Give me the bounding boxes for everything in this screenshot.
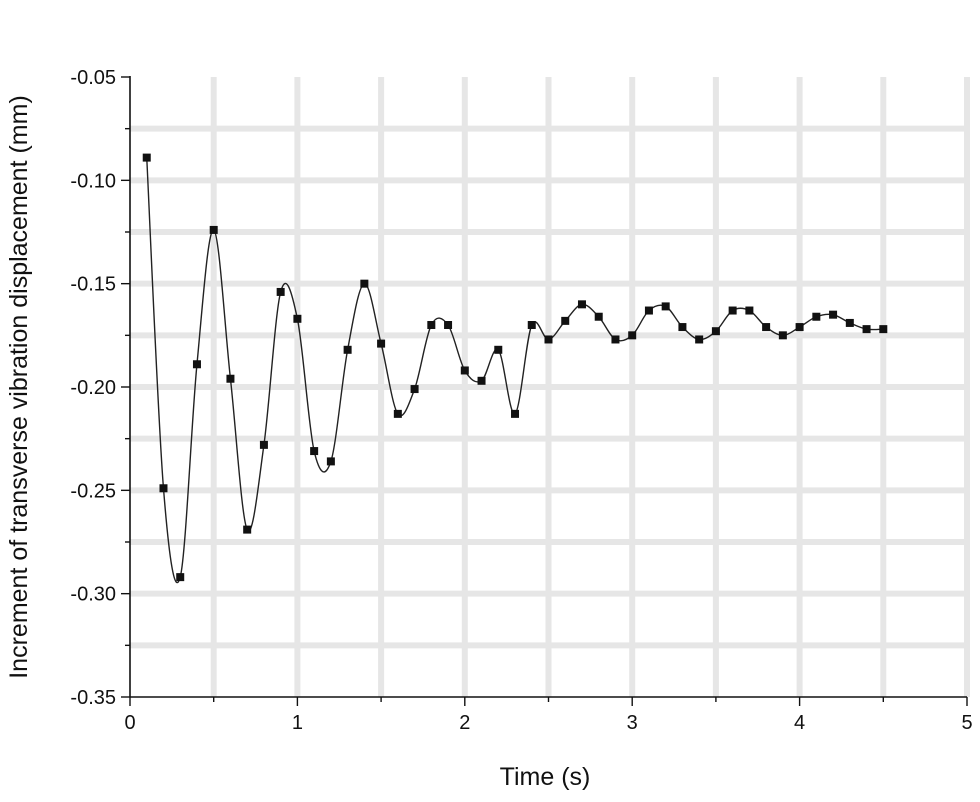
data-point <box>695 335 704 344</box>
data-point <box>561 316 570 325</box>
data-point <box>494 345 503 354</box>
grid <box>130 77 970 697</box>
data-point <box>778 331 787 340</box>
y-tick-label: -0.10 <box>70 170 116 192</box>
data-point <box>444 321 453 329</box>
data-point <box>862 325 871 334</box>
x-tick-label: 3 <box>627 712 638 734</box>
data-point <box>711 327 720 336</box>
data-point <box>192 360 201 369</box>
data-point <box>611 335 620 344</box>
data-point <box>460 366 469 375</box>
data-point <box>226 374 235 383</box>
x-tick-label: 1 <box>292 712 303 734</box>
data-point <box>142 153 151 162</box>
data-point <box>326 457 335 466</box>
y-tick-label: -0.15 <box>70 274 116 296</box>
data-point <box>678 323 687 332</box>
x-tick-label: 2 <box>459 712 470 734</box>
data-point <box>209 225 218 234</box>
data-point <box>243 525 252 534</box>
y-tick-label: -0.20 <box>70 377 116 399</box>
y-tick-label: -0.35 <box>70 687 116 709</box>
data-markers <box>142 153 888 582</box>
data-point <box>511 409 520 418</box>
data-point <box>879 325 888 334</box>
series-curve <box>146 157 884 584</box>
axes <box>121 76 968 706</box>
data-point <box>276 287 285 296</box>
data-point <box>577 300 586 309</box>
data-point <box>377 339 386 348</box>
data-point <box>293 314 302 323</box>
data-point <box>343 345 352 354</box>
y-tick-label: -0.30 <box>70 584 116 606</box>
data-point <box>728 306 737 315</box>
data-point <box>644 306 653 315</box>
data-point <box>845 318 854 327</box>
data-point <box>628 331 637 340</box>
data-point <box>176 573 185 582</box>
x-tick-label: 4 <box>794 712 805 734</box>
data-point <box>310 447 319 456</box>
y-tick-label: -0.25 <box>70 480 116 502</box>
data-point <box>544 335 553 344</box>
data-point <box>527 321 536 329</box>
data-point <box>829 310 838 319</box>
data-point <box>159 484 168 493</box>
tick-labels: 0 1 2 3 4 5 -0.35 -0.30 -0.25 -0.20 -0.15 -0.10 -0.0… <box>70 67 972 734</box>
data-point <box>477 376 486 385</box>
x-axis-title: Time (s) <box>500 763 591 791</box>
data-point <box>427 321 436 329</box>
data-point <box>360 279 369 288</box>
data-point <box>762 323 771 332</box>
data-point <box>259 440 268 449</box>
data-point <box>745 306 754 315</box>
data-point <box>661 302 670 311</box>
x-tick-label: 5 <box>961 712 972 734</box>
data-point <box>795 323 804 332</box>
x-tick-label: 0 <box>124 712 135 734</box>
y-axis-title: Increment of transverse vibration displa… <box>5 95 33 679</box>
y-tick-label: -0.05 <box>70 67 116 89</box>
data-point <box>393 409 402 418</box>
data-point <box>594 312 603 321</box>
data-point <box>410 385 419 394</box>
data-point <box>812 312 821 321</box>
